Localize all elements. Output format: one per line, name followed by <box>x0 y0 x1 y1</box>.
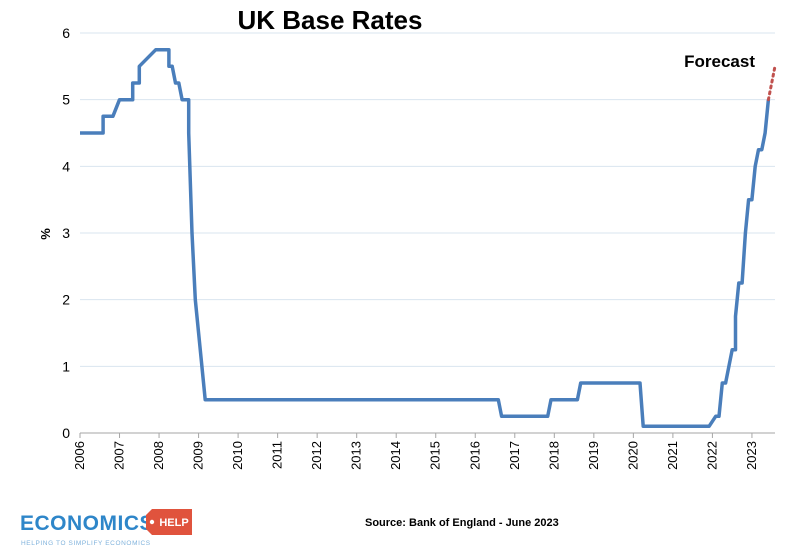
x-tick-label: 2016 <box>467 441 482 470</box>
x-tick-label: 2006 <box>72 441 87 470</box>
chart-title: UK Base Rates <box>238 5 423 35</box>
x-tick-label: 2019 <box>586 441 601 470</box>
logo-badge-text: HELP <box>159 517 188 529</box>
x-tick-label: 2020 <box>625 441 640 470</box>
y-tick-label: 4 <box>62 158 70 174</box>
x-tick-label: 2014 <box>388 441 403 470</box>
x-tick-label: 2022 <box>704 441 719 470</box>
x-tick-label: 2008 <box>151 441 166 470</box>
base-rate-series-line <box>80 47 771 429</box>
x-tick-label: 2012 <box>309 441 324 470</box>
y-tick-label: 2 <box>62 292 70 308</box>
x-tick-label: 2010 <box>230 441 245 470</box>
y-tick-label: 5 <box>62 92 70 108</box>
economics-help-logo: ECONOMICS HELP HELPING TO SIMPLIFY ECONO… <box>20 509 192 547</box>
forecast-annotation: Forecast <box>684 52 755 71</box>
logo-tagline: HELPING TO SIMPLIFY ECONOMICS <box>21 540 151 547</box>
logo-wordmark: ECONOMICS <box>20 512 154 535</box>
logo-tag-hole <box>149 519 155 525</box>
y-tick-label: 0 <box>62 425 70 441</box>
x-tick-label: 2017 <box>507 441 522 470</box>
y-axis-label: % <box>38 228 53 240</box>
y-tick-label: 1 <box>62 358 70 374</box>
x-tick-label: 2013 <box>349 441 364 470</box>
y-tick-label: 3 <box>62 225 70 241</box>
x-tick-label: 2007 <box>112 441 127 470</box>
logo-tag-badge <box>146 509 192 535</box>
x-tick-label: 2015 <box>428 441 443 470</box>
x-tick-label: 2011 <box>270 441 285 469</box>
forecast-series-line <box>766 64 777 102</box>
x-tick-label: 2009 <box>191 441 206 470</box>
x-tick-label: 2023 <box>744 441 759 470</box>
y-tick-label: 6 <box>62 25 70 41</box>
source-note: Source: Bank of England - June 2023 <box>365 517 559 529</box>
x-tick-label: 2018 <box>546 441 561 470</box>
x-tick-label: 2021 <box>665 441 680 470</box>
